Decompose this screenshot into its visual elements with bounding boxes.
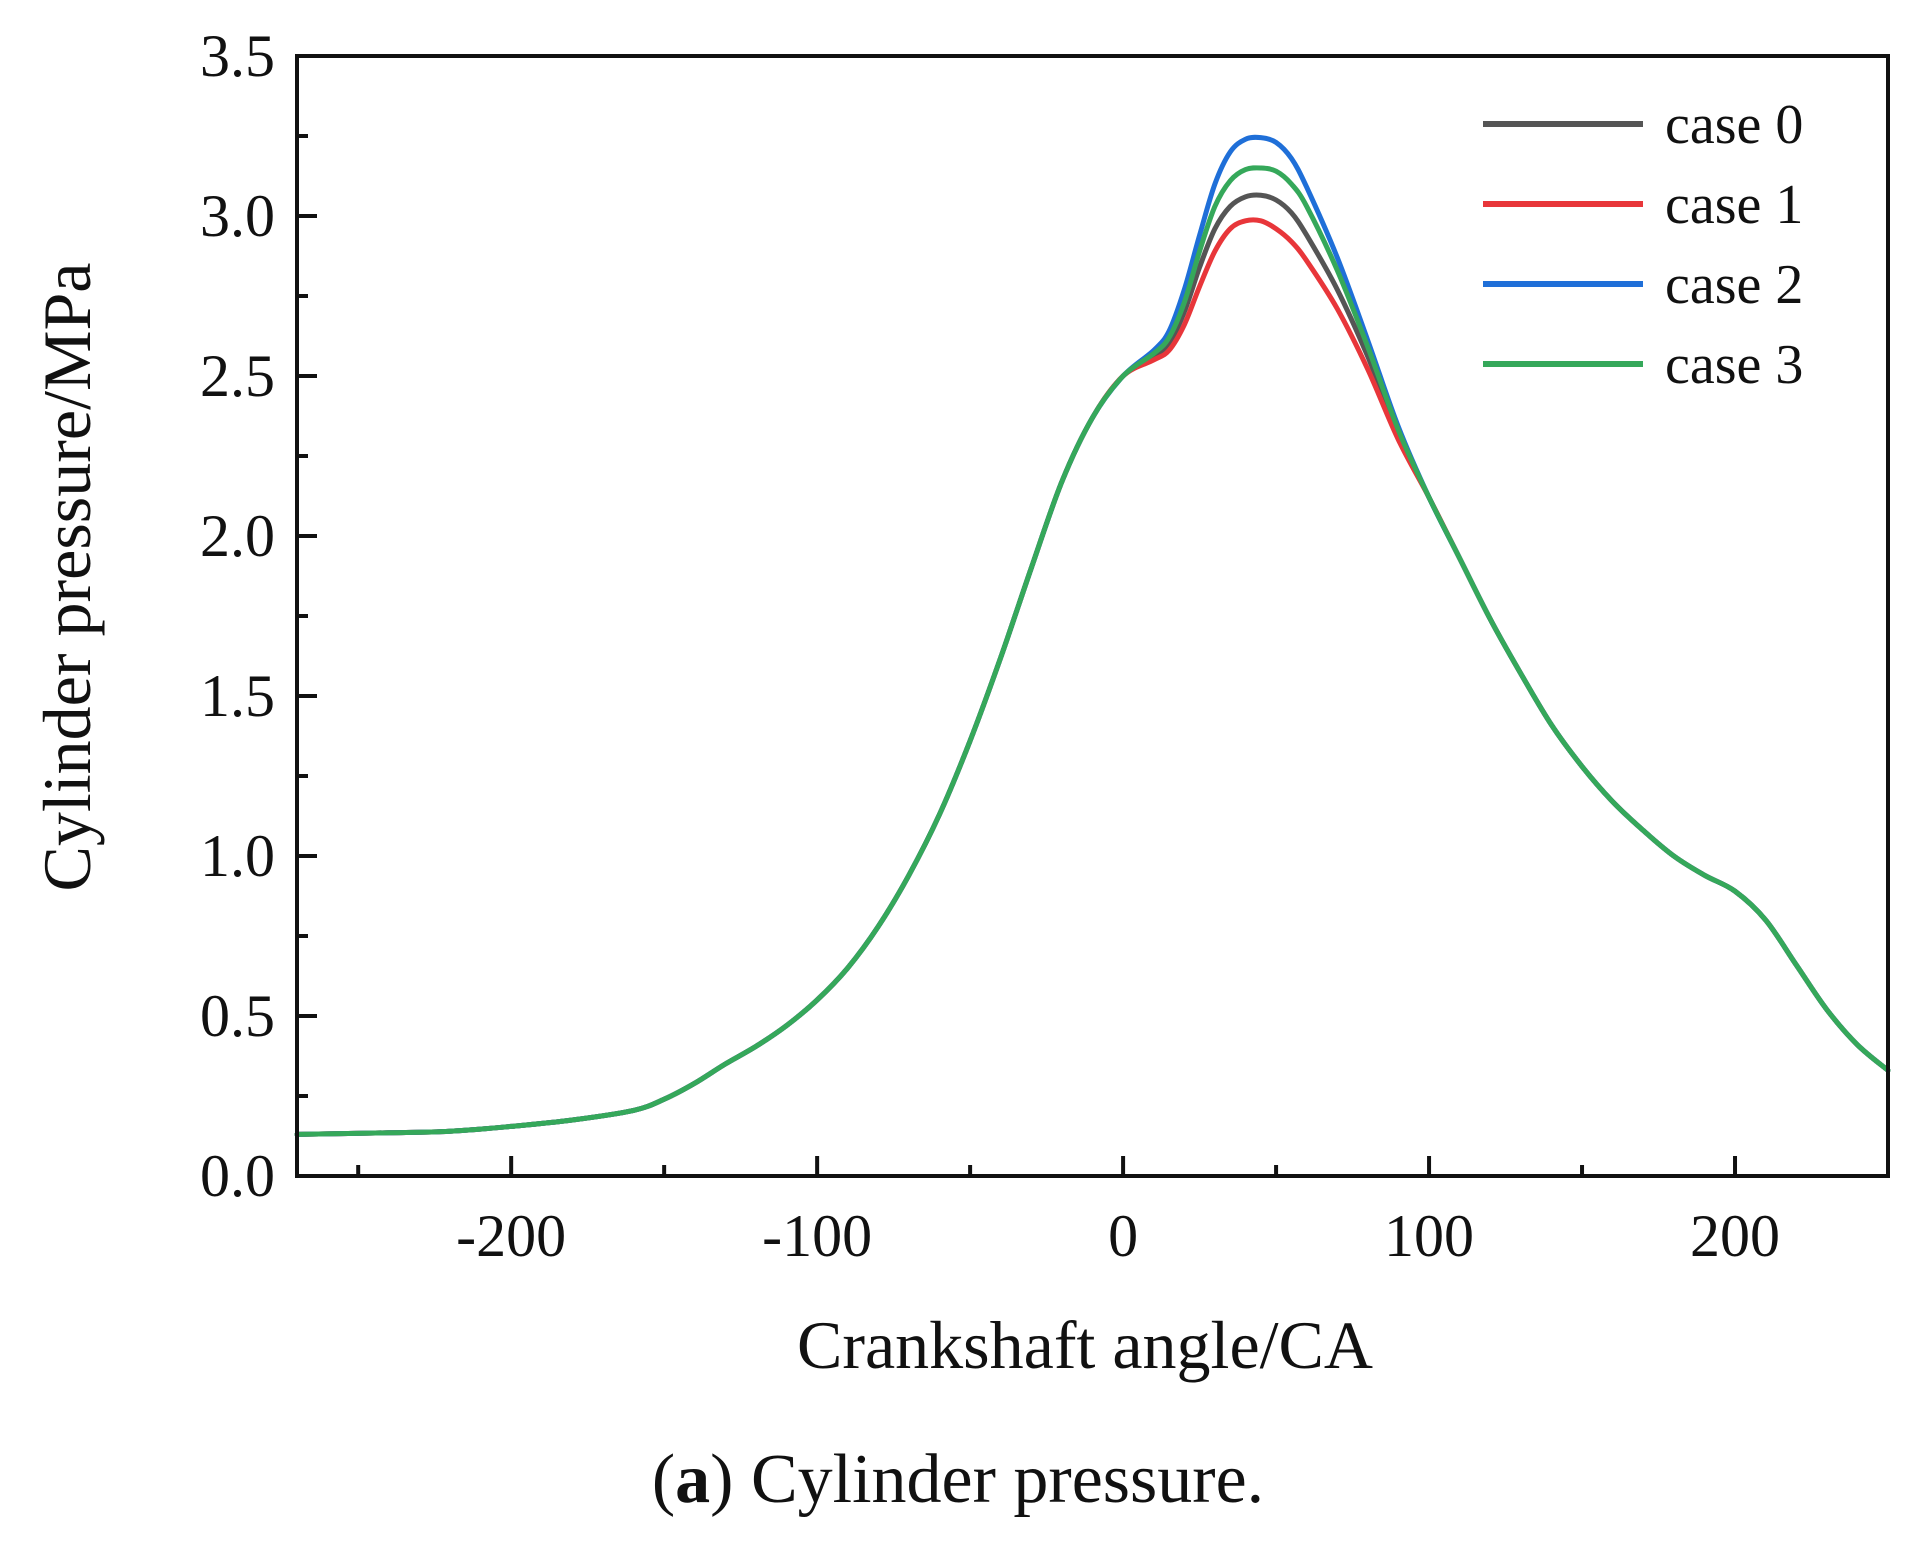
legend-label: case 3	[1665, 334, 1803, 396]
axes	[295, 54, 1890, 1178]
x-tick-labels: -200 -100 0 100 200	[456, 1203, 1780, 1269]
x-tick-label: 100	[1384, 1203, 1474, 1269]
y-axis-title: Cylinder pressure/MPa	[29, 263, 105, 892]
y-tick-label: 3.5	[200, 23, 275, 89]
x-tick-label: 200	[1690, 1203, 1780, 1269]
tick-marks	[297, 54, 1890, 1178]
y-tick-label: 0.5	[200, 983, 275, 1049]
series-lines	[294, 134, 1891, 1137]
y-tick-label: 3.0	[200, 183, 275, 249]
figure-caption: (a) Cylinder pressure.	[651, 1441, 1265, 1518]
x-axis-title: Crankshaft angle/CA	[797, 1307, 1373, 1383]
y-tick-label: 1.5	[200, 663, 275, 729]
legend-label: case 1	[1665, 174, 1803, 236]
legend-item: case 0	[1483, 94, 1803, 156]
x-tick-label: -200	[456, 1203, 566, 1269]
series-line-case-3	[294, 165, 1891, 1137]
x-tick-label: -100	[762, 1203, 872, 1269]
caption-text: Cylinder pressure.	[733, 1441, 1265, 1518]
legend-item: case 1	[1483, 174, 1803, 236]
caption-letter: a	[675, 1441, 711, 1518]
legend-item: case 2	[1483, 254, 1803, 316]
x-tick-label: 0	[1108, 1203, 1138, 1269]
y-tick-labels: 0.0 0.5 1.0 1.5 2.0 2.5 3.0 3.5	[200, 23, 275, 1209]
legend: case 0 case 1 case 2 case 3	[1483, 94, 1803, 396]
y-tick-label: 2.0	[200, 503, 275, 569]
legend-label: case 2	[1665, 254, 1803, 316]
legend-item: case 3	[1483, 334, 1803, 396]
series-line-case-1	[294, 217, 1891, 1137]
y-tick-label: 1.0	[200, 823, 275, 889]
y-tick-label: 0.0	[200, 1143, 275, 1209]
plot-frame	[295, 54, 1890, 1178]
series-line-case-0	[294, 192, 1891, 1137]
y-tick-label: 2.5	[200, 343, 275, 409]
legend-label: case 0	[1665, 94, 1803, 156]
series-line-case-2	[294, 134, 1891, 1137]
